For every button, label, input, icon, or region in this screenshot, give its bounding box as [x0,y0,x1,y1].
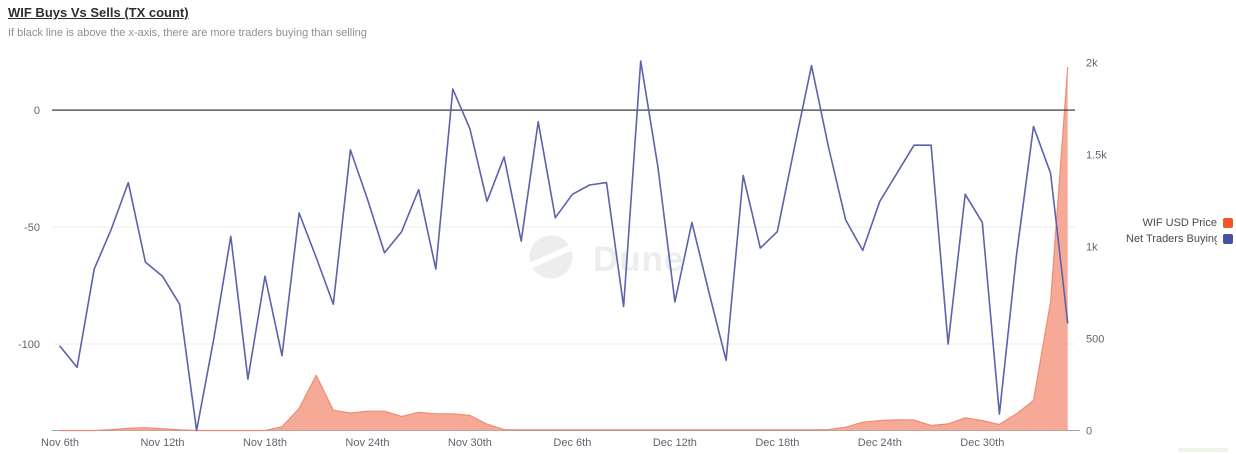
x-axis-tick-label: Nov 30th [448,437,492,449]
bottom-right-artifact [1178,448,1228,452]
chart-title[interactable]: WIF Buys Vs Sells (TX count) [8,5,189,20]
legend-label: Net Traders Buying [1126,233,1217,245]
x-axis-tick-label: Dec 12th [653,437,697,449]
legend-label: WIF USD Price [1142,217,1217,229]
dune-watermark-slash [522,241,580,272]
x-axis-tick-label: Nov 6th [41,437,79,449]
x-axis-tick-label: Nov 12th [140,437,184,449]
net-traders-line-series [59,60,1069,432]
x-axis-tick-label: Dec 30th [960,437,1004,449]
y-axis-right-tick-label: 500 [1086,334,1104,346]
y-axis-left-tick-label: 0 [34,105,40,117]
price-area-edge [60,67,1069,432]
y-axis-right-tick-label: 0 [1086,426,1092,438]
x-axis-tick-label: Dec 18th [755,437,799,449]
legend-item-net-traders-buying[interactable]: Net Traders Buying [1126,232,1233,246]
legend-swatch-orange [1223,218,1233,228]
legend-item-wif-usd-price[interactable]: WIF USD Price [1142,216,1233,230]
x-axis-tick-label: Dec 24th [858,437,902,449]
y-axis-right-tick-label: 1k [1086,242,1098,254]
y-axis-left-tick-label: -50 [24,222,40,234]
x-axis-tick-label: Nov 24th [345,437,389,449]
chart-subtitle: If black line is above the x-axis, there… [8,27,367,39]
chart-legend: WIF USD Price Net Traders Buying [1126,216,1233,246]
y-axis-right-tick-label: 1.5k [1086,150,1107,162]
x-axis-tick-label: Nov 18th [243,437,287,449]
y-axis-right-tick-label: 2k [1086,58,1098,70]
legend-swatch-blue [1223,234,1233,244]
x-axis-tick-label: Dec 6th [553,437,591,449]
y-axis-left-tick-label: -100 [18,339,40,351]
